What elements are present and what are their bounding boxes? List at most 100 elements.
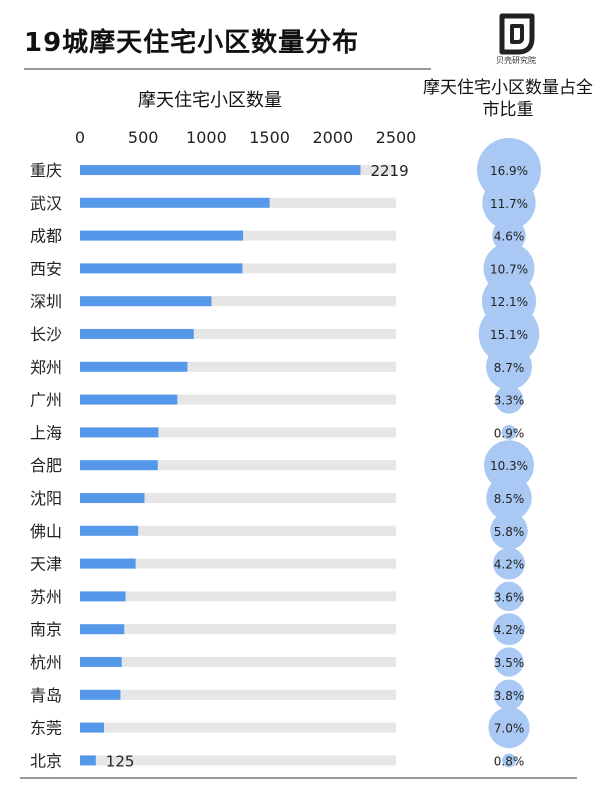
category-label: 合肥 bbox=[30, 456, 62, 475]
category-label: 南京 bbox=[30, 620, 62, 639]
bar bbox=[80, 657, 122, 667]
bar bbox=[80, 361, 188, 372]
category-label: 沈阳 bbox=[30, 489, 62, 508]
bar bbox=[80, 394, 178, 405]
bubble bbox=[484, 440, 534, 491]
category-label: 成都 bbox=[30, 227, 62, 246]
bar bbox=[80, 624, 125, 635]
bar bbox=[80, 427, 159, 438]
category-label: 西安 bbox=[30, 259, 62, 278]
bubble bbox=[490, 512, 528, 550]
bar-track bbox=[80, 361, 396, 372]
category-label: 长沙 bbox=[30, 325, 62, 344]
bar-track bbox=[80, 689, 396, 700]
x-tick-label: 2000 bbox=[312, 128, 353, 147]
bubble bbox=[478, 303, 540, 365]
x-tick-label: 1000 bbox=[186, 128, 227, 147]
category-label: 深圳 bbox=[30, 292, 62, 311]
bar-track bbox=[80, 624, 396, 635]
bubble bbox=[486, 343, 532, 390]
category-label: 东莞 bbox=[30, 719, 62, 738]
bar bbox=[80, 525, 139, 536]
bar bbox=[80, 591, 126, 602]
bubble-label: 4.6% bbox=[494, 230, 525, 244]
bar-track bbox=[80, 755, 396, 766]
bar bbox=[80, 493, 145, 503]
bubble bbox=[482, 176, 536, 230]
bubble bbox=[488, 707, 530, 749]
bubble-label: 5.8% bbox=[494, 525, 525, 539]
bubble-label: 15.1% bbox=[490, 328, 528, 342]
x-tick-label: 0 bbox=[75, 128, 85, 147]
title-divider bbox=[24, 68, 431, 70]
category-label: 广州 bbox=[30, 391, 62, 410]
bubble-label: 8.7% bbox=[494, 361, 525, 375]
bubble bbox=[486, 475, 532, 521]
bar bbox=[80, 689, 121, 700]
bubble bbox=[501, 425, 517, 440]
bar-track bbox=[80, 296, 396, 307]
bubble-label: 3.3% bbox=[494, 394, 525, 408]
bubble-label: 4.2% bbox=[494, 623, 525, 637]
category-label: 北京 bbox=[30, 751, 62, 770]
bar-track bbox=[80, 525, 396, 536]
bar-data-label: 2219 bbox=[370, 162, 408, 180]
bar-track bbox=[80, 558, 396, 569]
logo-text: 贝壳研究院 bbox=[496, 56, 536, 65]
bar bbox=[80, 165, 361, 175]
logo-icon bbox=[492, 8, 542, 68]
bar bbox=[80, 460, 158, 471]
bubble-label: 0.9% bbox=[494, 426, 525, 440]
bubble-label: 0.8% bbox=[494, 754, 525, 768]
category-label: 杭州 bbox=[30, 653, 62, 672]
x-tick-label: 1500 bbox=[249, 128, 290, 147]
bubble bbox=[493, 613, 525, 646]
bar-track bbox=[80, 427, 396, 438]
bubble-label: 7.0% bbox=[494, 722, 525, 736]
category-label: 郑州 bbox=[30, 358, 62, 377]
bar-track bbox=[80, 493, 396, 503]
bubble-label: 3.6% bbox=[494, 590, 525, 604]
bubble bbox=[494, 647, 524, 677]
bubble-panel-title: 摩天住宅小区数量占全市比重 bbox=[423, 78, 593, 120]
bubble-label: 8.5% bbox=[494, 492, 525, 506]
bar-track bbox=[80, 657, 396, 667]
bar-track bbox=[80, 722, 396, 733]
bar bbox=[80, 263, 243, 274]
bar bbox=[80, 722, 105, 733]
bar bbox=[80, 558, 136, 569]
bar bbox=[80, 296, 212, 307]
bubble-label: 12.1% bbox=[490, 295, 528, 309]
x-tick-label: 2500 bbox=[376, 128, 417, 147]
bar-track bbox=[80, 591, 396, 602]
category-label: 苏州 bbox=[30, 587, 62, 606]
bubble bbox=[493, 547, 525, 580]
bar bbox=[80, 230, 244, 241]
bottom-divider bbox=[20, 777, 577, 779]
x-tick-label: 500 bbox=[128, 128, 159, 147]
bubble bbox=[494, 581, 524, 612]
bubble-label: 16.9% bbox=[490, 164, 528, 178]
bubble-label: 3.5% bbox=[494, 656, 525, 670]
bar bbox=[80, 329, 194, 339]
bubble bbox=[494, 385, 524, 414]
category-label: 武汉 bbox=[30, 194, 62, 213]
bubble bbox=[492, 218, 526, 253]
category-label: 上海 bbox=[30, 423, 62, 442]
bar-panel-title: 摩天住宅小区数量 bbox=[138, 90, 282, 111]
category-label: 佛山 bbox=[30, 522, 62, 541]
bar-track bbox=[80, 329, 396, 339]
category-label: 青岛 bbox=[30, 686, 62, 705]
page-title: 19城摩天住宅小区数量分布 bbox=[24, 28, 360, 58]
bar-track bbox=[80, 460, 396, 471]
bubble-label: 4.2% bbox=[494, 558, 525, 572]
category-label: 天津 bbox=[30, 555, 62, 574]
bar bbox=[80, 755, 96, 766]
bubble-label: 10.7% bbox=[490, 262, 528, 276]
bubble bbox=[502, 753, 516, 768]
bubble-label: 10.3% bbox=[490, 459, 528, 473]
category-label: 重庆 bbox=[30, 161, 62, 180]
bar-track bbox=[80, 394, 396, 405]
bubble-label: 11.7% bbox=[490, 197, 528, 211]
